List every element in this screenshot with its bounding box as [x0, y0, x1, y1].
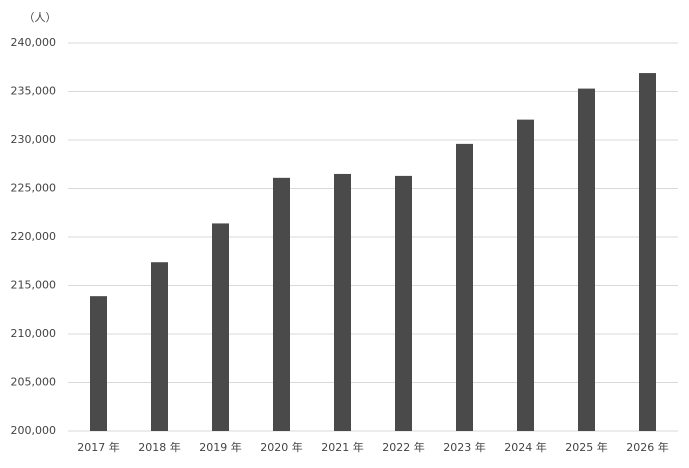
x-tick-label: 2025 年	[565, 440, 608, 454]
y-tick-label: 215,000	[11, 279, 57, 292]
y-tick-label: 220,000	[11, 230, 57, 243]
x-tick-label: 2023 年	[443, 440, 486, 454]
x-tick-label: 2017 年	[77, 440, 120, 454]
bar	[578, 88, 595, 431]
bar	[456, 143, 473, 431]
x-tick-label: 2022 年	[382, 440, 425, 454]
bar	[273, 177, 290, 431]
y-tick-label: 225,000	[11, 182, 57, 195]
bar	[639, 73, 656, 431]
bar	[334, 173, 351, 431]
bar	[90, 296, 107, 431]
bar	[212, 223, 229, 431]
y-tick-label: 200,000	[11, 424, 57, 437]
y-tick-label: 210,000	[11, 327, 57, 340]
bar	[151, 262, 168, 431]
x-tick-label: 2020 年	[260, 440, 303, 454]
y-tick-label: 235,000	[11, 85, 57, 98]
x-tick-label: 2021 年	[321, 440, 364, 454]
y-tick-label: 205,000	[11, 376, 57, 389]
x-tick-label: 2018 年	[138, 440, 181, 454]
y-tick-label: 240,000	[11, 36, 57, 49]
y-tick-label: 230,000	[11, 133, 57, 146]
bar	[517, 119, 534, 431]
x-tick-label: 2026 年	[626, 440, 669, 454]
y-axis-unit: （人）	[24, 11, 57, 24]
bar	[395, 175, 412, 431]
x-tick-label: 2024 年	[504, 440, 547, 454]
x-tick-label: 2019 年	[199, 440, 242, 454]
